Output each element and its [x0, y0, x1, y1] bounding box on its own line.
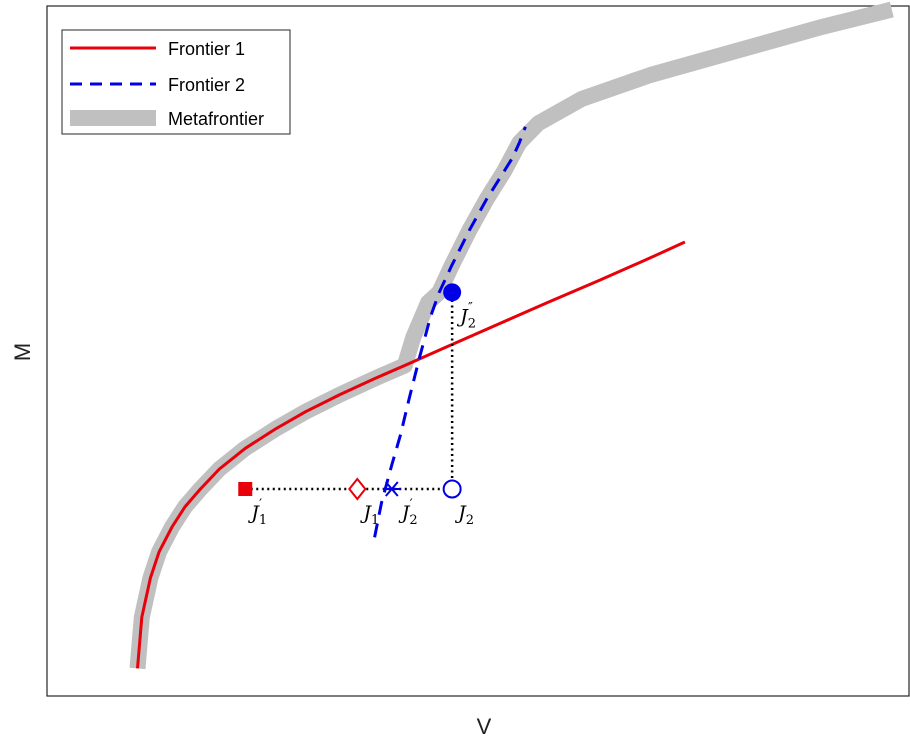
legend-label-frontier-2: Frontier 2 — [168, 75, 245, 95]
point-label-4: J2 — [454, 502, 474, 528]
point-label-2: J1 — [359, 502, 379, 528]
points-layer — [238, 283, 462, 501]
guide-lines-layer — [245, 292, 454, 491]
point-label-1: J1′ — [247, 497, 267, 528]
point-label-3: J2′ — [398, 497, 418, 528]
point-marker-3 — [382, 481, 401, 497]
series-line-frontier-2 — [373, 126, 527, 538]
point-marker-1 — [238, 482, 253, 496]
point-label-5: J2″ — [456, 300, 476, 331]
point-marker-4 — [442, 479, 462, 499]
x-axis-label: V — [477, 714, 492, 738]
frontier-lines-layer — [136, 126, 686, 669]
y-axis-label: M — [10, 343, 35, 361]
legend: Frontier 1 Frontier 2 Metafrontier — [61, 29, 291, 135]
legend-label-metafrontier: Metafrontier — [168, 109, 264, 129]
point-marker-5 — [443, 283, 462, 302]
legend-label-frontier-1: Frontier 1 — [168, 39, 245, 59]
point-marker-2 — [348, 477, 367, 501]
point-labels-layer: J1′ J1 J2′ J2 J2″ — [247, 300, 476, 528]
series-line-frontier-1 — [136, 240, 686, 669]
